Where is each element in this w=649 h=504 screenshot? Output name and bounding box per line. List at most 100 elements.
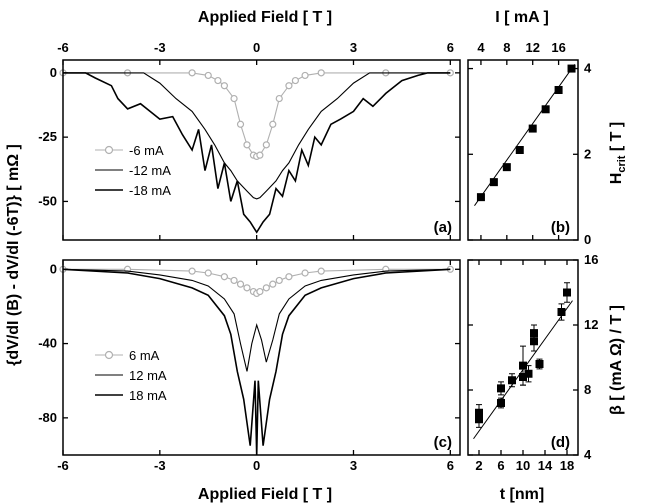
series-point — [214, 76, 222, 85]
legend-label: 6 mA — [129, 348, 160, 363]
xtick-label: 16 — [551, 40, 565, 55]
series-line-0 — [63, 72, 451, 157]
series-point — [262, 284, 270, 292]
panel-a: -6 -3 0 3 6 0 -25 -50 -6 mA -12 mA -18 mA (a) — [38, 40, 461, 241]
data-point — [567, 64, 576, 73]
xtick-label: -3 — [154, 458, 166, 473]
series-point — [301, 71, 309, 80]
ytick-label: -25 — [38, 129, 57, 144]
legend-label: -6 mA — [129, 143, 164, 158]
xtick-label: -6 — [57, 458, 69, 473]
data-point — [515, 146, 524, 154]
data-point — [508, 376, 516, 385]
series-line-1 — [62, 268, 451, 372]
panel-label: (c) — [434, 434, 452, 451]
left-axis-label: {dV/dI (B) - dV/dI (-6T)} [ mΩ ] — [5, 144, 22, 366]
xtick-label: 10 — [516, 458, 530, 473]
data-point — [557, 308, 566, 316]
thickness-axis-label: t [nm] — [500, 486, 544, 503]
data-point — [502, 163, 511, 172]
series-point — [262, 141, 270, 149]
series-point — [243, 284, 251, 292]
series-point — [256, 287, 264, 296]
ytick-label: -50 — [38, 193, 57, 208]
xtick-label: 2 — [475, 458, 482, 473]
series-point — [236, 120, 245, 128]
series-point — [256, 151, 264, 159]
series-line-1 — [63, 72, 451, 200]
series-point — [317, 267, 325, 275]
series-point — [230, 276, 238, 285]
panel-b: 4 8 12 16 0 2 4 (b) — [467, 40, 592, 247]
data-point — [563, 288, 571, 297]
xtick-label: 0 — [253, 458, 260, 473]
xtick-label: 6 — [447, 40, 454, 55]
fit-line — [474, 63, 576, 207]
ytick-label: 0 — [584, 232, 591, 247]
series-point — [275, 276, 283, 285]
ytick-label: 0 — [50, 261, 57, 276]
series-line-2 — [63, 72, 451, 234]
series-point — [204, 71, 212, 80]
data-point — [519, 361, 527, 370]
xtick-label: 8 — [503, 40, 510, 55]
data-point — [476, 193, 485, 202]
ytick-label: 4 — [584, 61, 592, 76]
data-point — [497, 384, 505, 393]
panel-c: -6 -3 0 3 6 0 -40 -80 6 mA 12 mA 18 mA (c) — [38, 259, 461, 473]
frame-c — [62, 259, 461, 456]
panel-label: (d) — [551, 434, 570, 451]
series-point — [230, 94, 238, 103]
top-axis-label: Applied Field [ T ] — [198, 9, 332, 26]
data-point — [497, 399, 505, 407]
series-point — [243, 141, 251, 149]
series-point — [275, 94, 283, 103]
series-point — [269, 120, 277, 128]
series-point — [204, 269, 212, 277]
series-point — [188, 267, 196, 275]
data-point — [528, 124, 537, 133]
hcrit-axis-label: Hcrit [ T ] — [608, 122, 628, 184]
series-point — [317, 69, 325, 77]
ytick-label: -40 — [38, 336, 57, 351]
series-point — [285, 82, 293, 90]
xtick-label: 6 — [447, 458, 454, 473]
series-point — [236, 280, 245, 288]
frame-a — [62, 59, 461, 241]
legend-label: -18 mA — [129, 183, 171, 198]
ytick-label: 16 — [584, 252, 598, 267]
ytick-label: 12 — [584, 317, 598, 332]
legend-label: -12 mA — [129, 163, 171, 178]
ytick-label: 4 — [584, 447, 592, 462]
legend-marker — [104, 145, 114, 155]
xtick-label: 18 — [560, 458, 574, 473]
legend-label: 12 mA — [129, 368, 167, 383]
legend-label: 18 mA — [129, 388, 167, 403]
data-point — [535, 360, 544, 368]
data-point — [524, 369, 533, 378]
frame-b — [467, 59, 579, 241]
xtick-label: 0 — [253, 40, 260, 55]
series-point — [301, 269, 309, 277]
current-axis-label: I [ mA ] — [495, 9, 549, 26]
series-point — [188, 69, 196, 77]
xtick-label: 3 — [350, 458, 357, 473]
ytick-label: -80 — [38, 410, 57, 425]
data-point — [489, 178, 498, 187]
xtick-label: 14 — [538, 458, 553, 473]
data-point — [530, 329, 538, 338]
ytick-label: 2 — [584, 146, 591, 161]
ytick-label: 0 — [50, 65, 57, 80]
series-point — [285, 273, 293, 281]
series-point — [220, 82, 228, 90]
series-point — [269, 280, 277, 288]
data-point — [541, 105, 550, 114]
panel-d: 2 6 10 14 18 4 8 12 16 (d) — [467, 252, 598, 473]
series-point — [291, 76, 299, 85]
xtick-label: -6 — [57, 40, 69, 55]
bottom-axis-label: Applied Field [ T ] — [198, 486, 332, 503]
panel-label: (a) — [434, 219, 452, 236]
legend-marker — [104, 350, 114, 360]
data-point — [475, 408, 483, 417]
